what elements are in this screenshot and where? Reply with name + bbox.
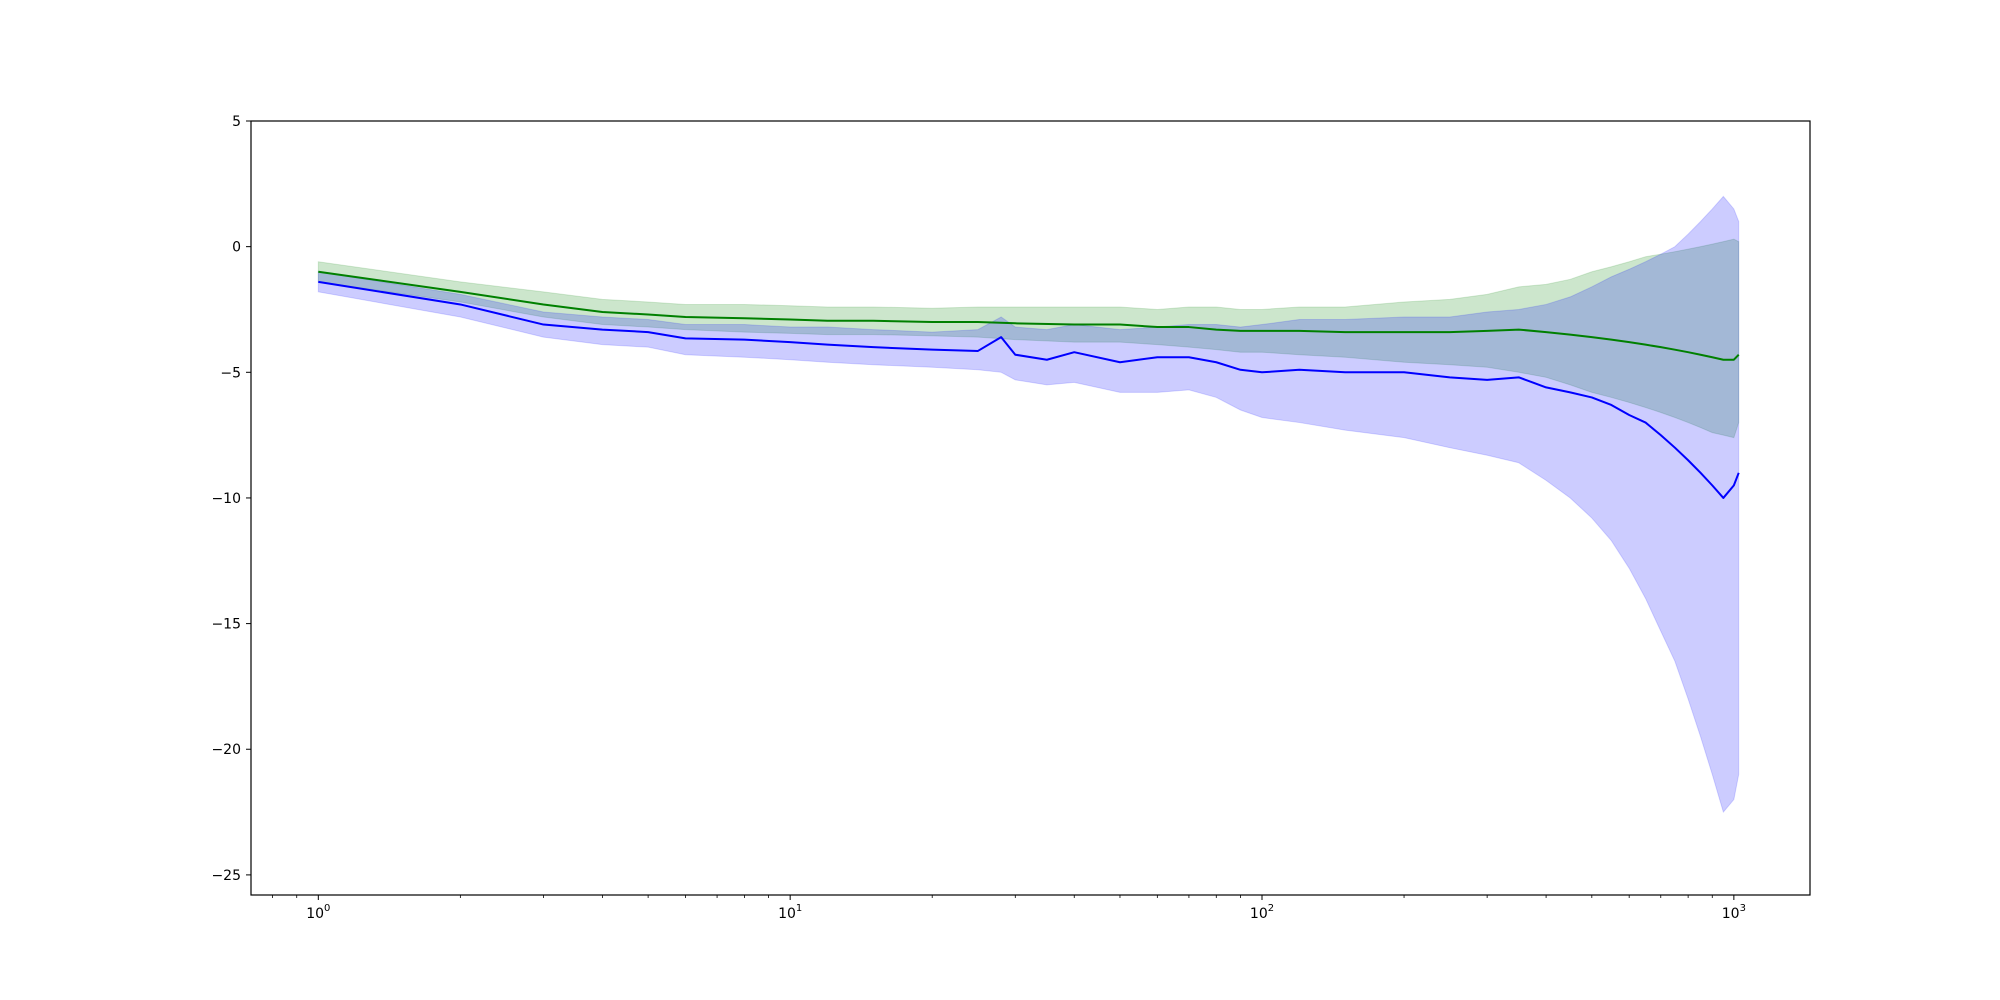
x-tick-label-base: 10 bbox=[306, 906, 324, 922]
y-tick-label: −20 bbox=[211, 742, 241, 758]
y-tick-label: 0 bbox=[232, 240, 241, 256]
series-1-line bbox=[318, 280, 1740, 499]
series-0-line bbox=[318, 270, 1740, 361]
x-tick-label-base: 10 bbox=[778, 906, 796, 922]
y-tick-label: −10 bbox=[211, 491, 241, 507]
plot-area bbox=[317, 195, 1740, 814]
series-1-band bbox=[317, 195, 1740, 814]
x-tick-label-exponent: 0 bbox=[324, 903, 330, 914]
x-tick-label-base: 10 bbox=[1722, 906, 1740, 922]
y-tick-label: −25 bbox=[211, 868, 241, 884]
x-tick-label: 103 bbox=[1722, 903, 1746, 922]
y-tick-label: 5 bbox=[232, 114, 241, 130]
x-tick-label-exponent: 2 bbox=[1268, 903, 1274, 914]
y-tick-label: −15 bbox=[211, 617, 241, 633]
x-tick-label: 101 bbox=[778, 903, 802, 922]
x-tick-label-exponent: 1 bbox=[796, 903, 802, 914]
x-tick-label: 100 bbox=[306, 903, 330, 922]
x-tick-label: 102 bbox=[1250, 903, 1274, 922]
x-tick-label-exponent: 3 bbox=[1740, 903, 1746, 914]
y-tick-label: −5 bbox=[220, 365, 241, 381]
x-tick-label-base: 10 bbox=[1250, 906, 1268, 922]
axes-frame bbox=[250, 120, 1811, 896]
series-0-band bbox=[317, 238, 1740, 439]
